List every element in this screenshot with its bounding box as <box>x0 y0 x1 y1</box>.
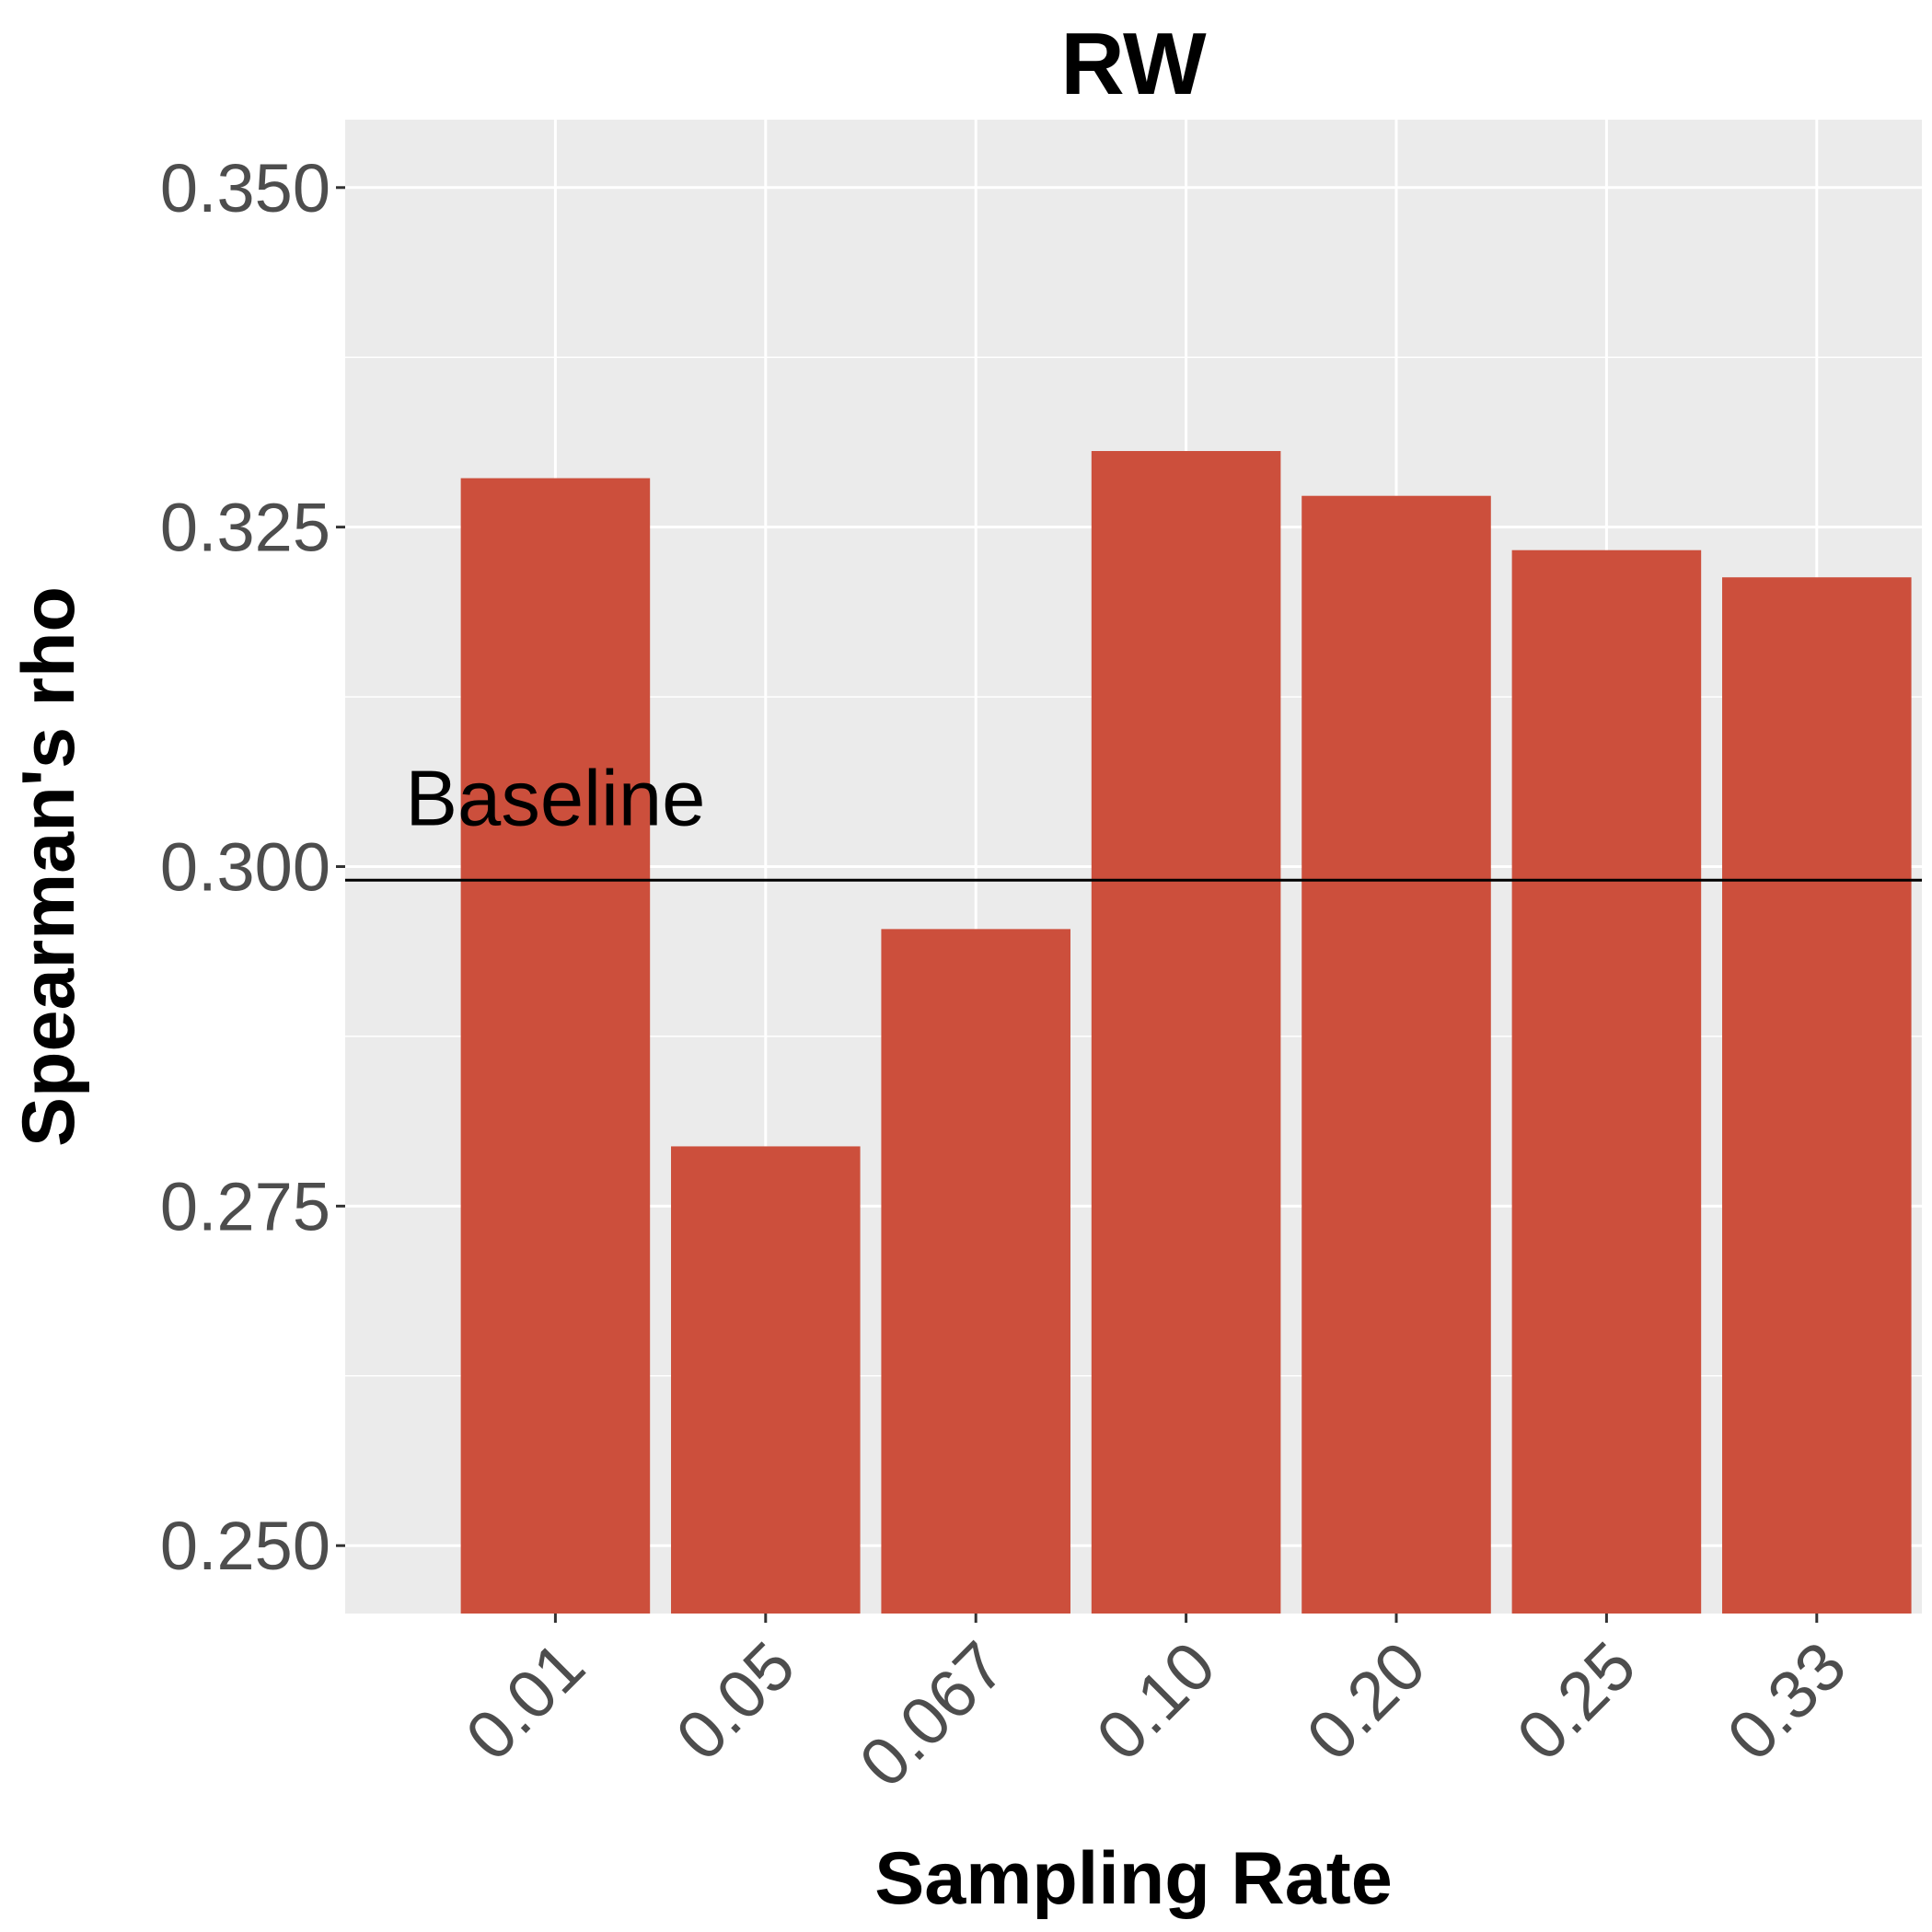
bar-0.33 <box>1722 577 1912 1614</box>
y-tick-label: 0.250 <box>160 1508 330 1584</box>
bar-0.01 <box>460 478 651 1614</box>
y-tick-label: 0.300 <box>160 829 330 906</box>
baseline-label: Baseline <box>405 755 705 842</box>
bar-0.25 <box>1511 550 1702 1614</box>
y-tick-label: 0.325 <box>160 490 330 566</box>
bar-0.10 <box>1091 451 1281 1614</box>
y-axis-title: Spearman's rho <box>7 586 90 1147</box>
chart-title: RW <box>1060 15 1207 113</box>
y-tick-label: 0.350 <box>160 150 330 226</box>
y-tick-label: 0.275 <box>160 1168 330 1244</box>
bar-0.05 <box>671 1146 861 1614</box>
bar-0.20 <box>1301 495 1491 1614</box>
x-axis-title: Sampling Rate <box>874 1837 1393 1920</box>
bars <box>460 451 1912 1614</box>
bar-0.067 <box>881 929 1070 1614</box>
y-axis: 0.250 0.275 0.300 0.325 0.350 <box>160 150 345 1584</box>
